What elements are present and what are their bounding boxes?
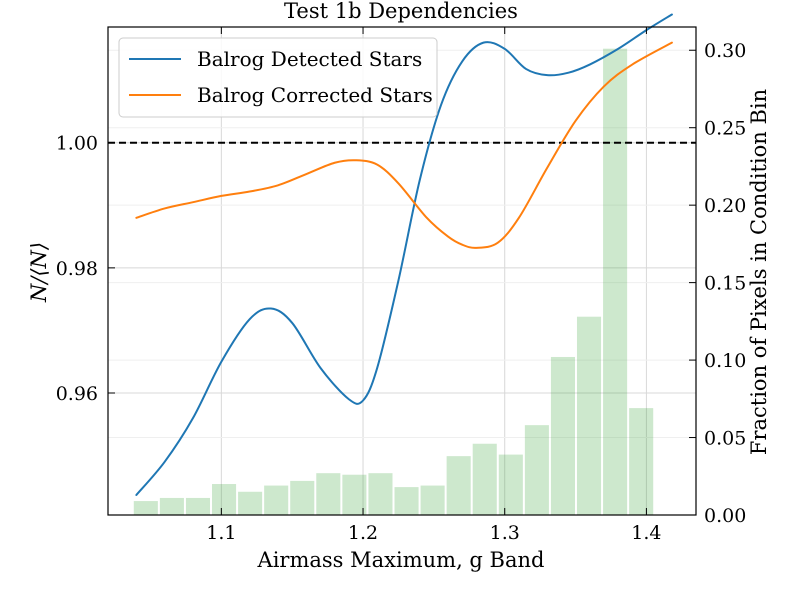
histogram-bar-12 [420,485,445,515]
histogram-bar-1 [133,501,158,515]
histogram-bar-15 [498,454,523,515]
y-axis-title: N/⟨N⟩ [27,242,51,303]
legend-box [118,37,438,118]
x-axis-title: Airmass Maximum, g Band [257,548,545,572]
histogram-bar-17 [550,356,575,515]
tick-labels: 1.1 1.2 1.3 1.4 0.96 0.98 1.00 0.00 0.05 0.10 0.15… [56,40,747,544]
y2-tick-label-5: 0.25 [704,118,746,140]
histogram-bar-11 [394,487,419,515]
histogram-bar-3 [185,497,211,515]
histogram-bar-4 [212,484,237,515]
series-line-detected [135,13,673,496]
histogram-bar-9 [342,474,367,515]
y2-tick-label-6: 0.30 [704,40,746,62]
histogram-bar-8 [316,473,341,515]
histogram-bar-18 [576,316,602,515]
y2-tick-label-3: 0.15 [704,273,746,295]
histogram-bar-10 [368,473,393,515]
histogram-bar-16 [524,425,549,515]
y2-tick-label-1: 0.05 [704,428,746,450]
legend-label-corrected: Balrog Corrected Stars [197,83,433,107]
x-tick-label-3: 1.4 [631,522,661,544]
x-tick-label-1: 1.2 [348,522,378,544]
histogram-bar-13 [446,456,471,515]
plot-frame [107,26,697,516]
x-tick-label-2: 1.3 [490,522,520,544]
y2-axis-title: Fraction of Pixels in Condition Bin [747,89,771,455]
legend-label-detected: Balrog Detected Stars [197,47,422,71]
histogram-bar-5 [238,491,263,515]
histogram-bar-2 [159,497,184,515]
y2-tick-label-4: 0.20 [704,195,746,217]
histogram-bar-19 [603,48,628,515]
histogram-bars [133,48,654,515]
y-tick-label-1: 0.98 [56,258,98,280]
y2-tick-label-0: 0.00 [704,505,746,527]
chart-title: Test 1b Dependencies [284,0,518,23]
y2-tick-label-2: 0.10 [704,350,746,372]
y-tick-label-0: 0.96 [56,383,98,405]
series-lines [108,13,696,496]
histogram-bar-20 [629,408,654,515]
y-tick-label-2: 1.00 [56,133,98,155]
histogram-bar-7 [290,480,315,515]
histogram-bar-6 [264,485,289,515]
histogram-bar-14 [472,443,497,515]
axes [107,26,697,516]
series-line-corrected [135,41,673,249]
legend: Balrog Detected Stars Balrog Corrected S… [118,37,438,118]
x-tick-label-0: 1.1 [206,522,236,544]
